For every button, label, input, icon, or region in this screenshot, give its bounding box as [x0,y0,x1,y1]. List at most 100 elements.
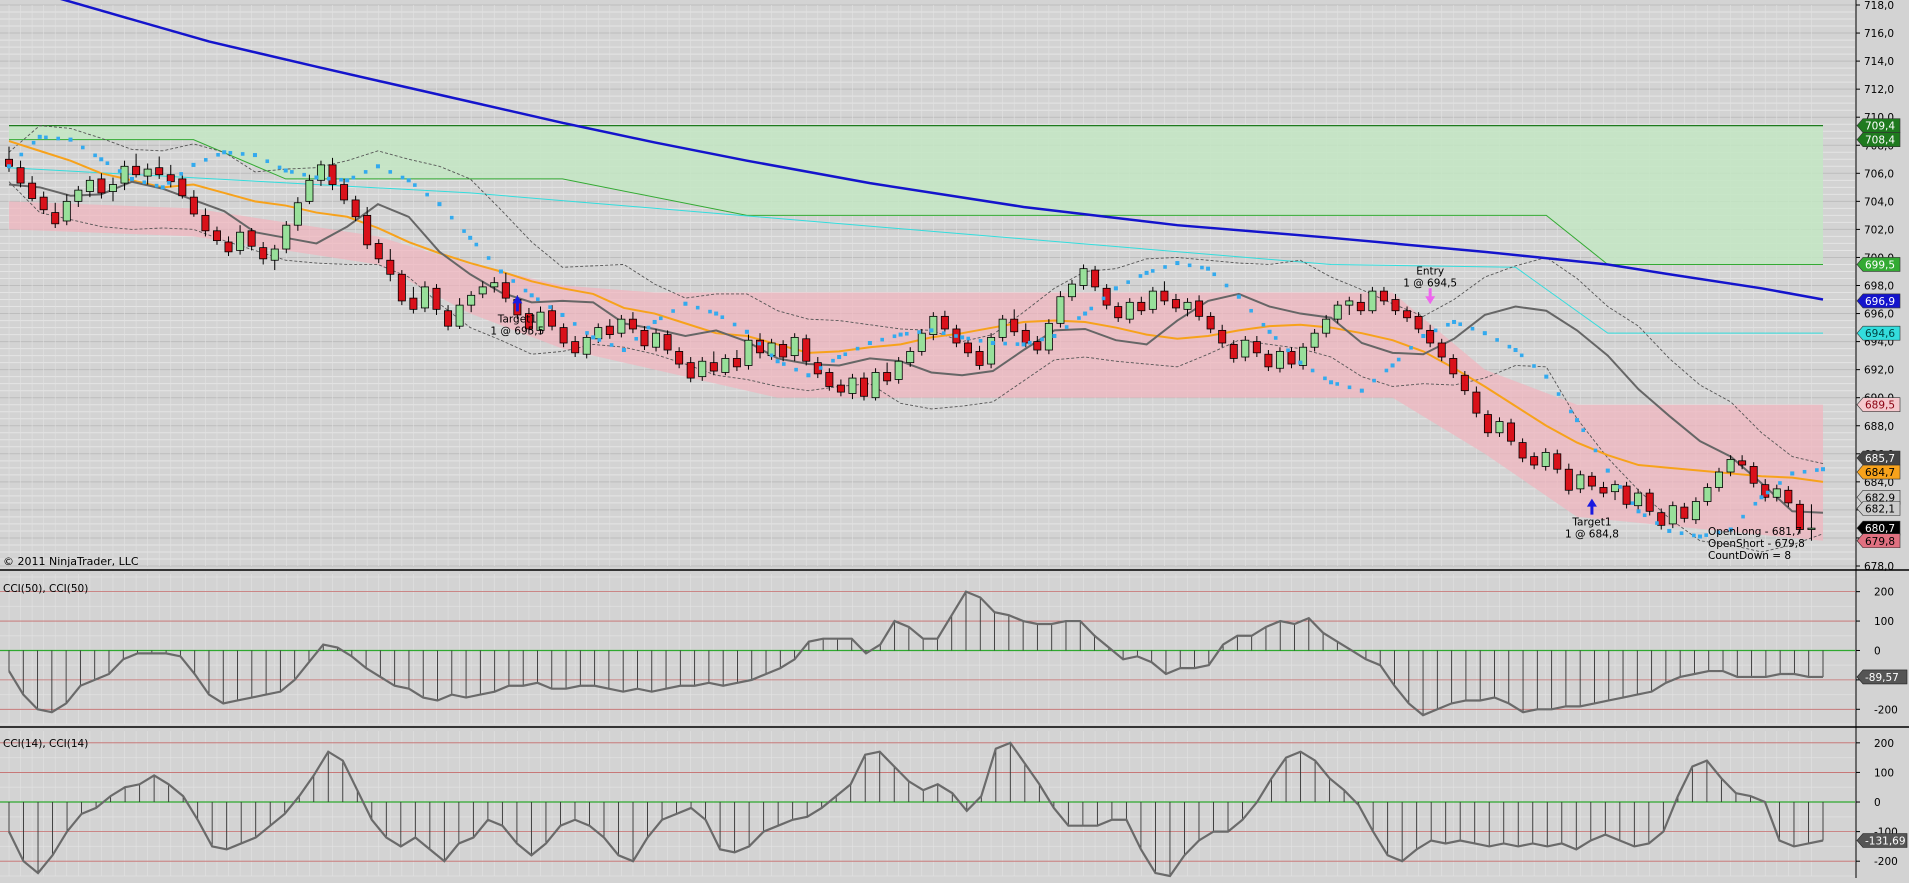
candle-body [386,259,395,275]
price-tag-label: 708,4 [1865,135,1895,147]
candle-body [432,287,441,310]
sar-dot [1655,521,1659,525]
sar-dot [1544,374,1549,379]
sar-dot [659,316,663,321]
sar-dot [1636,509,1641,514]
sar-dot [1360,388,1364,393]
candle-body [1795,503,1804,530]
candle-body [860,377,868,397]
sar-dot [1163,265,1167,269]
candle-body [1749,466,1758,484]
candle-body [998,318,1007,338]
candle-body [1668,505,1677,525]
candle-body [16,167,25,184]
sar-dot [1458,322,1462,327]
candle-body [328,164,337,185]
sar-dot [1335,382,1340,386]
candle-body [686,362,695,379]
sar-dot [978,338,983,343]
sar-dot [695,305,700,310]
candle-body [178,178,187,197]
candle-body [675,351,684,365]
sar-dot [609,343,614,347]
sar-dot [1581,428,1585,433]
sar-dot [1052,334,1057,338]
sar-dot [1698,534,1703,539]
sar-dot [1273,336,1278,340]
candle-body [270,248,279,261]
sar-dot [474,242,479,247]
candle-body [305,179,314,202]
sar-dot [130,177,134,181]
candle-body [906,351,915,364]
candle-body [374,243,383,260]
status-line: CountDown = 8 [1708,550,1791,562]
sar-dot [1396,357,1401,362]
candle-body [1564,468,1573,491]
sar-dot [1249,308,1253,313]
sar-dot [585,331,589,335]
cci50-tick-label: 200 [1874,587,1894,599]
candle-body [1530,456,1539,466]
candle-body [1449,358,1458,375]
sar-dot [1433,328,1438,333]
sar-dot [160,185,165,190]
sar-dot [56,136,60,141]
sar-dot [818,366,823,370]
sar-dot [1298,360,1303,365]
price-tick-label: 718,0 [1864,0,1894,12]
arrow-down-icon [1425,288,1436,305]
sar-dot [1679,531,1684,535]
sar-dot [991,341,995,345]
sar-dot [203,158,208,162]
sar-dot [105,161,110,166]
candle-body [166,174,175,183]
candle-body [1391,299,1400,312]
sar-dot [277,165,282,170]
sar-dot [1507,344,1512,349]
sar-dot [425,192,429,197]
candle-body [1241,339,1250,358]
sar-dot [376,164,380,169]
sar-dot [1329,380,1334,385]
sar-dot [1482,331,1487,335]
sar-dot [769,353,774,358]
sar-dot [449,215,454,220]
sar-dot [1630,501,1635,505]
candle-body [1460,374,1469,392]
status-line: OpenLong - 681,7 [1708,526,1802,538]
price-tag-label: 684,7 [1865,467,1895,479]
candle-body [894,360,903,380]
candle-body [628,318,637,330]
candle-body [1079,268,1088,286]
cci14-tick-label: -200 [1874,856,1898,868]
candle-body [1044,322,1053,351]
candle-body [1160,290,1169,302]
price-tag-box [1856,118,1901,133]
sar-dot [671,309,675,313]
candle-body [1576,474,1585,490]
sar-dot [1077,316,1081,320]
candle-body [51,212,60,225]
candle-body [640,329,649,347]
ema-mid-line [8,140,1824,483]
candle-body [1507,422,1516,442]
candle-body [698,360,707,378]
sar-dot [1605,468,1610,473]
candle-body [74,189,83,202]
candle-body [1195,300,1204,317]
arrow-up-icon [512,295,523,312]
candle-body [236,231,245,251]
arrow-up-icon [1586,498,1597,515]
price-tick-label: 716,0 [1864,28,1894,40]
sar-dot [1224,283,1229,288]
sar-dot [536,297,540,302]
price-tag: 708,4 [1856,132,1901,147]
candle-body [1634,492,1643,507]
price-tag: 699,5 [1856,257,1901,272]
sar-dot [572,322,577,326]
sar-dot [1261,322,1266,327]
